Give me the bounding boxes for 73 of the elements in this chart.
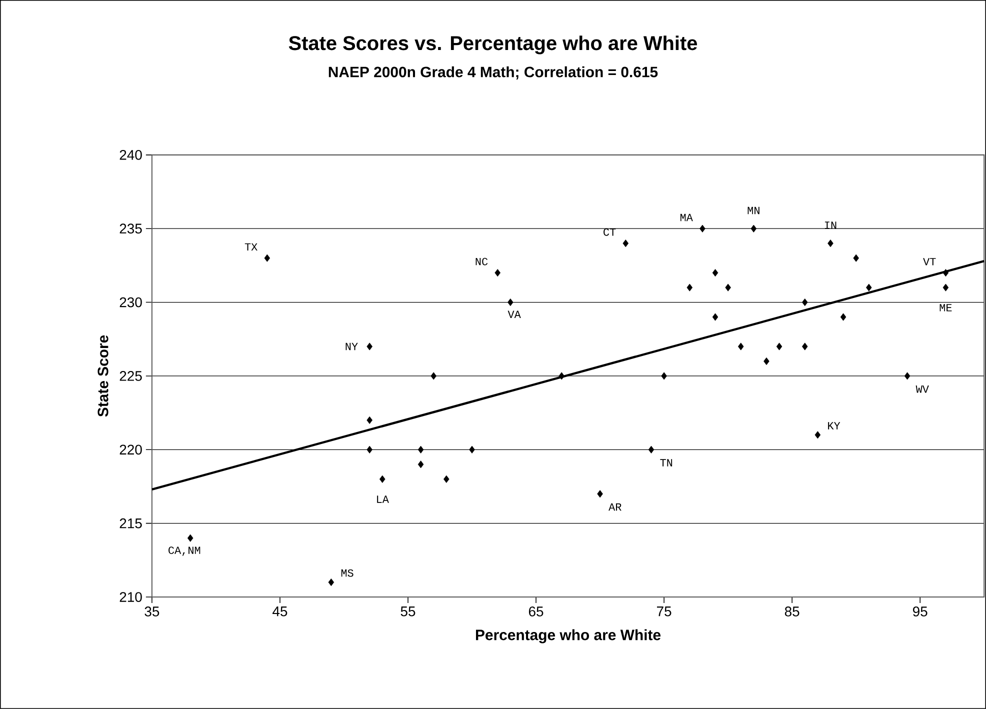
point xyxy=(866,284,872,292)
point xyxy=(712,269,718,277)
annotation: MA xyxy=(680,214,693,222)
point xyxy=(776,342,782,350)
annotation: VA xyxy=(508,310,521,318)
y-tick-label: 240 xyxy=(120,150,142,160)
annotation: CT xyxy=(604,228,616,236)
point xyxy=(558,372,565,380)
y-axis-title: State Score xyxy=(98,335,108,417)
point xyxy=(444,475,450,483)
point xyxy=(802,298,808,306)
annotation: ME xyxy=(940,304,952,312)
y-tick-label: 215 xyxy=(120,518,142,528)
point xyxy=(379,475,386,483)
point xyxy=(828,240,834,248)
annotation: AR xyxy=(608,503,622,511)
annotation: MS xyxy=(341,569,354,577)
point xyxy=(686,284,693,292)
annotation: TX xyxy=(244,243,258,251)
point xyxy=(366,342,372,350)
point xyxy=(328,578,334,586)
x-tick-label: 85 xyxy=(784,606,800,616)
annotation: CA,NM xyxy=(168,546,200,556)
annotation: NC xyxy=(476,258,488,266)
point xyxy=(840,313,846,321)
annotation: NY xyxy=(346,342,358,350)
y-tick-label: 225 xyxy=(120,371,142,381)
point xyxy=(187,534,194,542)
point xyxy=(648,446,654,454)
y-tick-label: 210 xyxy=(120,592,142,602)
point xyxy=(366,446,372,454)
x-tick-label: 75 xyxy=(657,606,672,616)
annotation: KY xyxy=(828,422,840,430)
y-tick-label: 220 xyxy=(120,444,142,455)
annotation: MN xyxy=(748,206,760,214)
annotation: IN xyxy=(824,222,836,229)
point xyxy=(738,342,744,350)
x-tick-label: 65 xyxy=(528,606,544,616)
point xyxy=(366,416,372,424)
point xyxy=(802,342,808,350)
annotation: VT xyxy=(923,258,936,266)
point xyxy=(712,313,718,321)
point xyxy=(725,284,731,292)
chart-subtitle: NAEP 2000n Grade 4 Math; Correlation = 0.615 xyxy=(328,66,658,80)
y-tick-label: 230 xyxy=(120,297,142,308)
point xyxy=(942,284,949,292)
annotation: LA xyxy=(377,496,389,503)
point xyxy=(904,372,910,380)
point xyxy=(750,224,757,232)
point xyxy=(764,357,770,366)
x-tick-label: 55 xyxy=(400,606,416,616)
annotation: WV xyxy=(916,386,929,393)
x-tick-label: 45 xyxy=(272,606,288,616)
point xyxy=(814,431,821,439)
point xyxy=(418,460,424,468)
point xyxy=(418,446,424,454)
point xyxy=(853,254,859,262)
point xyxy=(597,490,603,498)
point xyxy=(469,446,475,454)
point xyxy=(264,254,270,262)
chart-title: State Scores vs. Percentage who are White xyxy=(288,36,698,54)
annotation: TN xyxy=(660,459,672,466)
y-tick-label: 235 xyxy=(120,224,142,234)
point xyxy=(430,372,436,380)
point xyxy=(508,298,514,306)
point xyxy=(661,372,667,380)
x-axis-title: Percentage who are White xyxy=(476,629,661,644)
x-tick-label: 35 xyxy=(144,606,160,616)
point xyxy=(700,224,706,232)
x-tick-label: 95 xyxy=(912,606,928,616)
point xyxy=(622,240,629,248)
point xyxy=(942,269,949,277)
point xyxy=(494,269,500,277)
